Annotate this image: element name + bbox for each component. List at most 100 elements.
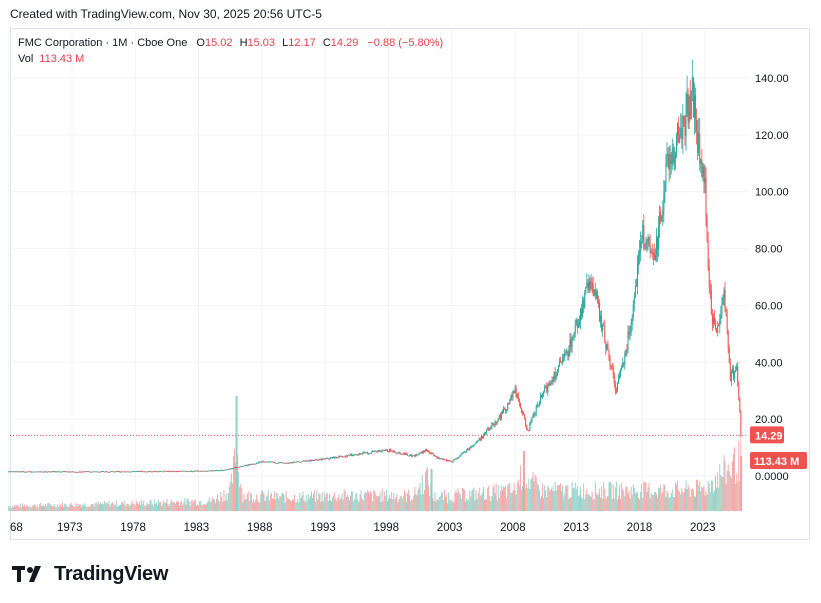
candle-body <box>36 471 38 473</box>
volume-bar <box>699 481 701 511</box>
volume-bar <box>612 484 614 511</box>
tradingview-logo[interactable]: TradingView <box>12 561 168 587</box>
volume-bar <box>649 498 651 511</box>
volume-bar <box>549 490 551 511</box>
candle-body <box>460 453 462 455</box>
volume-bar <box>160 501 162 511</box>
volume-bar <box>96 504 98 511</box>
candle-body <box>317 459 319 461</box>
candle-body <box>192 471 194 473</box>
volume-bar <box>318 492 320 511</box>
candle-body <box>45 471 47 473</box>
volume-bar <box>344 491 346 511</box>
volume-bar <box>235 463 236 511</box>
candle-body <box>30 471 32 473</box>
volume-bar <box>334 492 336 511</box>
volume-bar <box>278 498 280 511</box>
candle-body <box>255 463 257 465</box>
volume-bar <box>314 490 316 511</box>
candle-body <box>501 411 503 415</box>
volume-bar <box>547 485 549 511</box>
volume-bar <box>121 502 123 511</box>
volume-bar <box>409 495 411 511</box>
candle-body <box>37 471 39 473</box>
volume-bar <box>94 503 96 511</box>
volume-bar <box>413 495 415 511</box>
candle-body <box>516 393 518 398</box>
volume-bar <box>656 493 657 511</box>
volume-bar <box>528 479 530 511</box>
volume-bar <box>59 504 61 511</box>
volume-bar <box>728 470 730 511</box>
candles <box>8 59 742 473</box>
candle-body <box>377 450 379 452</box>
candle-body <box>21 471 23 473</box>
volume-bar <box>563 498 565 511</box>
candle-body <box>729 362 731 382</box>
candle-body <box>173 471 175 472</box>
volume-bar <box>370 490 372 511</box>
volume-bar <box>633 488 635 511</box>
candle-body <box>241 466 243 468</box>
volume-bar <box>229 481 231 511</box>
volume-bar <box>470 496 472 511</box>
candle-body <box>606 344 608 350</box>
candle-body <box>235 467 237 469</box>
volume-bar <box>700 491 702 511</box>
volume-bar <box>526 483 528 511</box>
candle-body <box>689 96 691 119</box>
candle-body <box>638 254 640 264</box>
volume-bar <box>724 460 726 511</box>
candle-body <box>88 471 90 473</box>
candle-body <box>332 457 334 458</box>
volume-bar <box>132 503 134 511</box>
volume-bar <box>216 498 217 511</box>
volume-bar <box>36 505 38 511</box>
volume-bar <box>356 493 358 511</box>
volume-bar <box>150 500 152 511</box>
candle-body <box>175 471 177 473</box>
volume-bar <box>199 501 201 511</box>
candle-body <box>226 469 228 470</box>
volume-bar <box>338 494 340 511</box>
candle-body <box>99 471 101 473</box>
volume-bar <box>582 498 584 511</box>
volume-bar <box>189 505 191 511</box>
candle-body <box>145 471 147 473</box>
candle-body <box>344 455 346 457</box>
volume-bar <box>461 487 463 511</box>
candle-body <box>708 267 710 286</box>
volume-bar <box>673 497 675 511</box>
candle-body <box>697 131 699 154</box>
candle-body <box>26 471 28 473</box>
volume-bar <box>53 503 55 511</box>
volume-bar <box>207 501 209 511</box>
candle-body <box>351 454 353 456</box>
volume-bar <box>706 494 708 511</box>
candle-body <box>28 471 30 473</box>
volume-bar <box>61 506 62 511</box>
candle-body <box>8 471 10 473</box>
x-tick-label: 1988 <box>247 522 273 534</box>
chart-frame[interactable] <box>10 28 810 540</box>
ohlc-line: FMC Corporation · 1M · Cboe One O15.02 H… <box>18 35 443 51</box>
volume-bar <box>39 502 41 511</box>
candle-body <box>321 459 323 461</box>
volume-bar <box>456 493 458 511</box>
volume-bar <box>427 467 428 511</box>
candle-body <box>184 470 186 472</box>
volume-bar <box>459 494 461 511</box>
candle-body <box>586 282 588 288</box>
candle-body <box>298 461 300 463</box>
candle-body <box>174 471 176 473</box>
volume-bar <box>585 493 587 511</box>
candle-body <box>466 450 468 452</box>
candle-body <box>49 471 51 473</box>
candle-body <box>371 451 373 454</box>
volume-bar <box>604 489 606 511</box>
volume-bar <box>629 498 631 511</box>
candle-body <box>324 458 326 460</box>
volume-bar <box>480 494 482 511</box>
volume-bar <box>462 488 464 511</box>
